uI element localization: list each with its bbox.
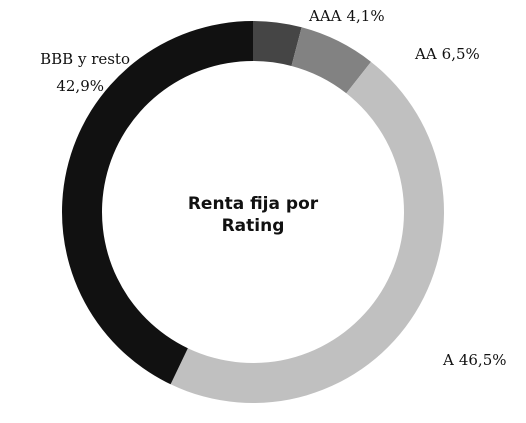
value-label: 46,5% xyxy=(459,351,507,369)
donut-segment xyxy=(61,21,254,385)
category-label: A xyxy=(442,351,454,369)
value-label: 4,1% xyxy=(347,7,385,25)
segment-label: AAA 4,1% xyxy=(308,7,385,25)
category-label: AA xyxy=(414,45,437,63)
donut-segment xyxy=(170,61,445,404)
chart-title: Renta fija por Rating xyxy=(187,194,319,236)
segment-label: AA 6,5% xyxy=(414,45,480,63)
donut-segment xyxy=(291,27,372,94)
donut-segment xyxy=(253,21,302,66)
segment-label: BBB y resto xyxy=(40,50,130,68)
segment-label: A 46,5% xyxy=(442,351,507,369)
value-label: 42,9% xyxy=(56,77,104,95)
category-label: AAA xyxy=(308,7,342,25)
value-label: 6,5% xyxy=(442,45,480,63)
